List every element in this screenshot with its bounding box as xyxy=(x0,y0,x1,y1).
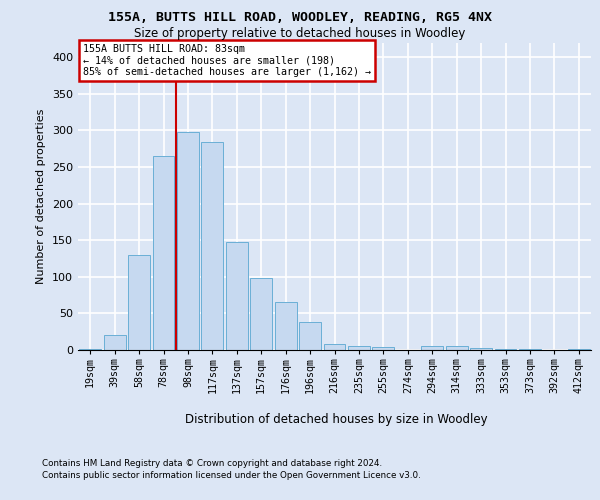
Bar xyxy=(421,346,443,350)
Bar xyxy=(104,336,125,350)
Bar xyxy=(152,156,175,350)
Bar xyxy=(348,346,370,350)
Bar xyxy=(79,348,101,350)
Text: 155A BUTTS HILL ROAD: 83sqm
← 14% of detached houses are smaller (198)
85% of se: 155A BUTTS HILL ROAD: 83sqm ← 14% of det… xyxy=(83,44,371,77)
Text: 155A, BUTTS HILL ROAD, WOODLEY, READING, RG5 4NX: 155A, BUTTS HILL ROAD, WOODLEY, READING,… xyxy=(108,11,492,24)
Text: Distribution of detached houses by size in Woodley: Distribution of detached houses by size … xyxy=(185,412,487,426)
Bar xyxy=(177,132,199,350)
Bar xyxy=(494,348,517,350)
Bar xyxy=(202,142,223,350)
Y-axis label: Number of detached properties: Number of detached properties xyxy=(37,108,46,284)
Bar xyxy=(373,347,394,350)
Bar xyxy=(470,348,492,350)
Bar xyxy=(275,302,296,350)
Text: Contains public sector information licensed under the Open Government Licence v3: Contains public sector information licen… xyxy=(42,471,421,480)
Bar xyxy=(226,242,248,350)
Bar xyxy=(128,255,150,350)
Bar xyxy=(446,346,467,350)
Text: Contains HM Land Registry data © Crown copyright and database right 2024.: Contains HM Land Registry data © Crown c… xyxy=(42,458,382,468)
Bar xyxy=(250,278,272,350)
Text: Size of property relative to detached houses in Woodley: Size of property relative to detached ho… xyxy=(134,28,466,40)
Bar xyxy=(299,322,321,350)
Bar xyxy=(323,344,346,350)
